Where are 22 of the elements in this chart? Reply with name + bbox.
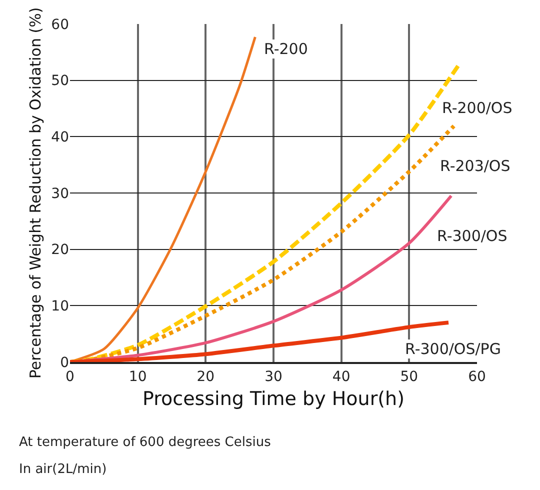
y-tick-label: 0: [60, 354, 69, 371]
y-tick-label: 50: [51, 73, 69, 90]
text: At temperature of 600 degrees Celsius: [19, 435, 272, 450]
x-tick-label: 20: [196, 368, 215, 385]
x-tick-label: 10: [128, 368, 147, 385]
x-axis-title: Processing Time by Hour(h): [142, 388, 405, 410]
y-tick-label: 40: [51, 130, 69, 146]
y-axis-title: Percentage of Weight Reduction by Oxidation (%): [26, 7, 44, 379]
series-label: R-200: [264, 40, 308, 58]
text: In air(2L/min): [19, 462, 107, 477]
y-tick-label: 60: [51, 16, 69, 33]
x-tick-label: 40: [332, 368, 350, 385]
x-tick-label: 50: [400, 368, 418, 385]
y-tick-label: 30: [51, 186, 69, 202]
series-label: R-300/OS: [437, 227, 508, 245]
series-label: R-203/OS: [440, 157, 510, 175]
x-tick-label: 30: [264, 368, 282, 385]
y-tick-label: 10: [51, 298, 69, 315]
series-label: R-200/OS: [442, 99, 512, 117]
y-tick-label: 20: [51, 242, 69, 258]
x-tick-label: 60: [468, 368, 486, 385]
series-label: R-300/OS/PG: [405, 340, 501, 358]
